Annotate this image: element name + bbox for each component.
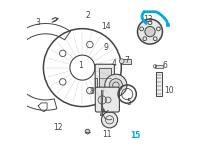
Text: 1: 1 (78, 61, 83, 70)
Bar (166, 23, 169, 26)
Text: 8: 8 (90, 87, 94, 96)
Text: 13: 13 (144, 15, 153, 24)
Text: 2: 2 (85, 11, 90, 20)
Text: 4: 4 (112, 59, 116, 69)
Circle shape (101, 109, 104, 112)
Circle shape (109, 79, 122, 92)
Bar (122, 59, 131, 64)
Text: 7: 7 (124, 56, 129, 65)
FancyBboxPatch shape (95, 64, 114, 92)
Circle shape (85, 129, 90, 134)
Text: 5: 5 (126, 98, 131, 107)
Bar (155, 65, 163, 68)
Bar (156, 72, 162, 96)
Circle shape (105, 74, 127, 96)
Circle shape (119, 59, 124, 64)
Text: 15: 15 (130, 131, 140, 140)
Bar (107, 109, 112, 112)
Text: 9: 9 (103, 42, 108, 52)
Circle shape (100, 113, 103, 116)
Text: 3: 3 (35, 18, 40, 27)
Circle shape (145, 26, 155, 37)
Text: 10: 10 (164, 86, 174, 95)
Bar (112, 78, 115, 87)
FancyBboxPatch shape (95, 87, 119, 112)
Text: 6: 6 (163, 61, 168, 70)
Text: 12: 12 (53, 123, 63, 132)
Text: 11: 11 (102, 130, 111, 139)
Circle shape (101, 112, 118, 128)
Bar (99, 68, 111, 87)
Circle shape (137, 19, 162, 44)
Text: 14: 14 (101, 22, 111, 31)
Bar (95, 78, 97, 87)
